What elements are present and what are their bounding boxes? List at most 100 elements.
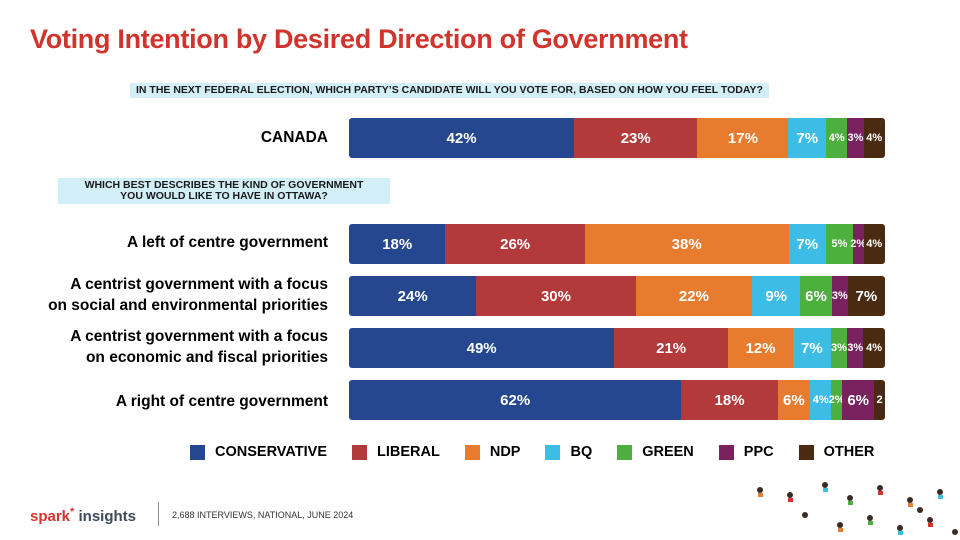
bar-segment-conservative: 42% — [349, 118, 575, 158]
data-label: 4% — [828, 132, 845, 144]
row-label: CANADA — [261, 127, 328, 148]
chart-title: Voting Intention by Desired Direction of… — [30, 24, 688, 54]
legend-label: GREEN — [642, 444, 694, 460]
question-2: WHICH BEST DESCRIBES THE KIND OF GOVERNM… — [58, 178, 390, 204]
row-label-line: CANADA — [260, 129, 328, 146]
bar-segment-ndp: 17% — [697, 118, 789, 158]
data-label: 2% — [850, 238, 867, 250]
row-label: A centrist government with a focus on eco… — [70, 326, 328, 368]
stacked-bar: 24% 30% 22% 9% 6% 3% 7% — [349, 276, 885, 316]
bar-segment-green: 2% — [828, 380, 845, 420]
data-label: 38% — [671, 235, 702, 253]
bar-segment-other: 4% — [863, 224, 885, 264]
bar-segment-liberal: 23% — [574, 118, 698, 158]
bar-segment-green: 5% — [826, 224, 853, 264]
legend-label: CONSERVATIVE — [215, 444, 327, 460]
bar-segment-ndp: 38% — [584, 224, 789, 264]
data-label: 18% — [714, 391, 745, 409]
legend-swatch — [464, 444, 480, 460]
bar-segment-ndp: 22% — [635, 276, 753, 316]
legend-item-liberal: LIBERAL — [352, 444, 440, 460]
data-label: 4% — [866, 342, 883, 354]
question-2-line-1: WHICH BEST DESCRIBES THE KIND OF GOVERNM… — [84, 179, 364, 191]
spark-insights-logo: spark* insights — [30, 506, 136, 525]
data-label: 3% — [830, 342, 847, 354]
bar-segment-green: 3% — [830, 328, 848, 368]
data-label: 2 — [876, 394, 883, 406]
bar-segment-green: 4% — [826, 118, 848, 158]
bar-segment-ndp: 6% — [777, 380, 810, 420]
stacked-bar: 62% 18% 6% 4% 2% 6% 2 — [349, 380, 885, 420]
bar-segment-bq: 7% — [792, 328, 831, 368]
legend-label: BQ — [570, 444, 593, 460]
data-label: 49% — [466, 339, 497, 357]
row-label-line: A centrist government with a focus — [70, 328, 328, 345]
bar-segment-ndp: 12% — [727, 328, 793, 368]
bar-segment-green: 6% — [800, 276, 832, 316]
data-label: 7% — [855, 287, 878, 305]
question-2-line-2: YOU WOULD LIKE TO HAVE IN OTTAWA? — [120, 190, 328, 202]
data-label: 12% — [745, 339, 776, 357]
legend-item-ppc: PPC — [718, 444, 774, 460]
legend-item-ndp: NDP — [464, 444, 521, 460]
row-label: A right of centre government — [116, 391, 328, 412]
data-label: 4% — [866, 132, 883, 144]
bar-segment-other: 4% — [863, 328, 885, 368]
data-label: 26% — [500, 235, 531, 253]
bar-segment-ppc: 3% — [831, 276, 848, 316]
logo-spark: spark — [30, 508, 71, 525]
data-label: 3% — [831, 290, 848, 302]
data-label: 6% — [805, 287, 827, 305]
bar-segment-ppc: 3% — [847, 328, 864, 368]
bar-segment-conservative: 49% — [349, 328, 615, 368]
data-label: 5% — [831, 238, 848, 250]
data-label: 9% — [765, 287, 788, 305]
bar-segment-liberal: 21% — [614, 328, 728, 368]
data-label: 42% — [446, 129, 477, 147]
stacked-bar: 18% 26% 38% 7% 5% 2% 4% — [349, 224, 885, 264]
data-label: 3% — [847, 342, 864, 354]
legend-label: NDP — [489, 444, 521, 460]
data-label: 2% — [828, 394, 845, 406]
data-label: 7% — [796, 129, 819, 147]
data-label: 21% — [656, 339, 687, 357]
bar-segment-other: 7% — [847, 276, 885, 316]
bar-segment-bq: 7% — [788, 118, 826, 158]
legend-item-conservative: CONSERVATIVE — [190, 444, 327, 460]
row-label-line: A left of centre government — [127, 234, 328, 251]
data-label: 62% — [500, 391, 531, 409]
legend-item-green: GREEN — [617, 444, 694, 460]
legend-swatch — [352, 444, 367, 460]
row-label-line: A centrist government with a focus — [70, 276, 328, 293]
legend-swatch — [190, 444, 205, 460]
bar-segment-bq: 9% — [752, 276, 801, 316]
legend-item-bq: BQ — [545, 444, 592, 460]
legend-label: PPC — [743, 444, 774, 460]
row-label: A left of centre government — [127, 232, 328, 253]
row-label-line: A right of centre government — [115, 393, 328, 410]
legend-label: OTHER — [823, 444, 875, 460]
data-label: 23% — [620, 129, 651, 147]
bar-segment-conservative: 24% — [349, 276, 477, 316]
bar-segment-liberal: 18% — [681, 380, 778, 420]
bar-segment-bq: 7% — [788, 224, 827, 264]
logo-insights: insights — [78, 508, 136, 525]
bar-segment-liberal: 30% — [476, 276, 636, 316]
row-label: A centrist government with a focus on soc… — [48, 274, 328, 316]
legend: CONSERVATIVE LIBERAL NDP BQ GREEN PPC OTHER — [190, 444, 899, 460]
legend-swatch — [798, 444, 814, 460]
footer-divider — [158, 502, 159, 526]
legend-swatch — [545, 444, 561, 460]
data-label: 24% — [397, 287, 428, 305]
bar-segment-ppc: 6% — [842, 380, 875, 420]
data-label: 3% — [847, 132, 864, 144]
bar-segment-bq: 4% — [809, 380, 832, 420]
legend-swatch — [617, 444, 633, 460]
data-label: 6% — [783, 391, 805, 409]
bar-segment-conservative: 18% — [349, 224, 446, 264]
bar-segment-other: 4% — [863, 118, 885, 158]
bar-segment-ppc: 3% — [847, 118, 864, 158]
legend-item-other: OTHER — [798, 444, 875, 460]
data-label: 4% — [812, 394, 829, 406]
row-label-line: on economic and fiscal priorities — [85, 349, 328, 366]
